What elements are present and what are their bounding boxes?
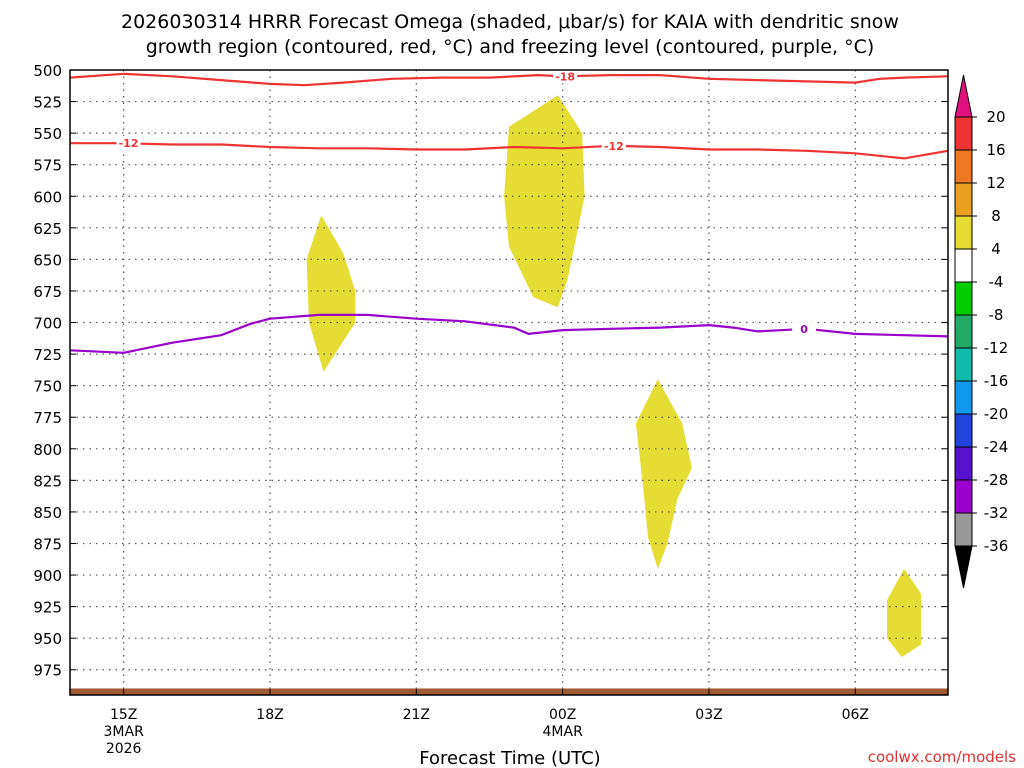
ytick-label-800: 800 — [33, 441, 62, 459]
omega-shading-layer — [306, 95, 922, 658]
xtick-label-15Z: 15Z — [110, 707, 137, 723]
ytick-label-950: 950 — [33, 630, 62, 648]
xtick-label-03Z: 03Z — [695, 707, 722, 723]
colorbar-segment-12 — [954, 479, 973, 514]
plot-frame — [69, 69, 949, 696]
chart-title-line1: 2026030314 HRRR Forecast Omega (shaded, … — [121, 11, 899, 33]
ytick-label-850: 850 — [33, 504, 62, 522]
ytick-label-825: 825 — [33, 472, 62, 490]
x-axis-label: Forecast Time (UTC) — [419, 748, 600, 768]
colorbar-label-9: -16 — [984, 372, 1009, 390]
colorbar-legend: 20 16 12 8 4 -4 -8 -12 -16 -20 -24 -28 -32 -36 — [954, 74, 1009, 589]
colorbar-label-4: 8 — [991, 207, 1001, 225]
ytick-label-675: 675 — [33, 283, 62, 301]
colorbar-label-8: -12 — [984, 339, 1009, 357]
colorbar-label-3: 12 — [986, 174, 1005, 192]
ytick-label-500: 500 — [33, 62, 62, 80]
xtick-date-00Z: 4MAR — [543, 724, 584, 740]
xtick-year-15Z: 2026 — [106, 741, 142, 757]
xtick-date-15Z: 3MAR — [104, 724, 145, 740]
ytick-label-875: 875 — [33, 535, 62, 553]
colorbar-segment-3 — [954, 182, 973, 217]
ytick-label-600: 600 — [33, 188, 62, 206]
colorbar-label-1: 20 — [986, 108, 1005, 126]
contour-line-3 — [69, 313, 949, 354]
contour-label-2-0: -12 — [119, 137, 139, 150]
ytick-label-700: 700 — [33, 315, 62, 333]
ytick-label-725: 725 — [33, 346, 62, 364]
colorbar-segment-2 — [954, 149, 973, 184]
colorbar-label-14: -36 — [984, 537, 1009, 555]
colorbar-label-6: -4 — [989, 273, 1004, 291]
xtick-label-06Z: 06Z — [842, 707, 869, 723]
colorbar-label-2: 16 — [986, 141, 1005, 159]
contour-line-1 — [69, 72, 949, 87]
contour-label-bg-1-0 — [553, 69, 578, 84]
contour-label-bg-2-0 — [116, 136, 141, 151]
colorbar-segment-1 — [954, 116, 973, 151]
colorbar-label-11: -24 — [984, 438, 1009, 456]
colorbar-segment-10 — [954, 413, 973, 448]
ytick-label-575: 575 — [33, 157, 62, 175]
contour-label-1-0: -18 — [555, 70, 575, 83]
xtick-label-18Z: 18Z — [256, 707, 283, 723]
colorbar-segment-11 — [954, 446, 973, 481]
omega-region-4 — [887, 568, 922, 658]
credit-link[interactable]: coolwx.com/models — [868, 748, 1016, 766]
contour-label-bg-3-0 — [792, 321, 817, 336]
colorbar-bottom-arrow — [954, 545, 973, 589]
colorbar-segment-5 — [954, 248, 973, 283]
colorbar-top-arrow — [954, 74, 973, 118]
chart-title-line2: growth region (contoured, red, °C) and f… — [146, 36, 875, 58]
ytick-label-525: 525 — [33, 94, 62, 112]
omega-region-1 — [306, 215, 356, 372]
ytick-label-900: 900 — [33, 567, 62, 585]
colorbar-segment-4 — [954, 215, 973, 250]
colorbar-label-12: -28 — [984, 471, 1009, 489]
colorbar-segment-13 — [954, 512, 973, 547]
ytick-label-750: 750 — [33, 378, 62, 396]
colorbar-label-10: -20 — [984, 405, 1009, 423]
colorbar-segment-7 — [954, 314, 973, 349]
contour-line-2 — [70, 142, 949, 160]
ytick-label-625: 625 — [33, 220, 62, 238]
ground-surface-bar — [70, 688, 948, 696]
xtick-label-21Z: 21Z — [403, 707, 430, 723]
gridlines — [70, 70, 948, 695]
colorbar-segment-9 — [954, 380, 973, 415]
colorbar-label-7: -8 — [989, 306, 1004, 324]
ytick-label-775: 775 — [33, 409, 62, 427]
xtick-label-00Z: 00Z — [549, 707, 576, 723]
ytick-label-975: 975 — [33, 662, 62, 680]
ytick-label-550: 550 — [33, 125, 62, 143]
ytick-label-650: 650 — [33, 251, 62, 269]
contour-layer: -18 -12 -12 0 — [69, 69, 949, 354]
contour-label-bg-2-1 — [601, 138, 626, 153]
colorbar-segment-6 — [954, 281, 973, 316]
contour-label-2-1: -12 — [604, 140, 624, 153]
colorbar-segment-8 — [954, 347, 973, 382]
y-axis-ticks: 500 525 550 575 600 625 650 675 700 725 750 775 800 8… — [33, 62, 948, 680]
colorbar-label-5: 4 — [991, 240, 1001, 258]
omega-region-3 — [635, 379, 692, 569]
colorbar-label-13: -32 — [984, 504, 1009, 522]
ytick-label-925: 925 — [33, 599, 62, 617]
omega-region-2 — [504, 95, 585, 308]
contour-label-3-0: 0 — [800, 323, 808, 336]
